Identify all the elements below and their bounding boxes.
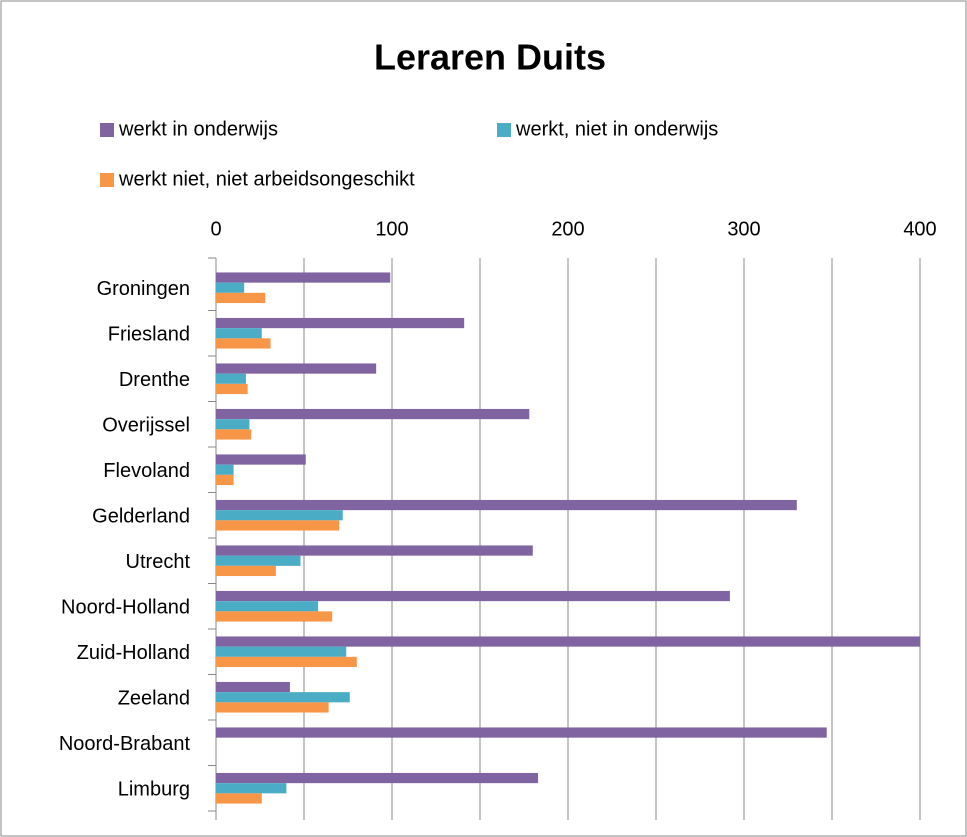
bar: [216, 656, 357, 668]
bar: [216, 601, 319, 612]
bar: [216, 474, 234, 486]
legend-swatch: [497, 123, 511, 137]
legend-label: werkt, niet in onderwijs: [515, 118, 718, 140]
bar: [216, 590, 730, 602]
x-tick-label: 300: [727, 218, 760, 240]
x-tick-label: 200: [551, 218, 584, 240]
y-tick-label: Zeeland: [118, 688, 190, 710]
x-tick-label: 400: [903, 218, 936, 240]
y-tick-label: Gelderland: [92, 506, 190, 528]
bar: [216, 373, 246, 384]
y-tick-label: Utrecht: [126, 551, 191, 573]
bar: [216, 383, 248, 395]
y-tick-label: Zuid-Holland: [77, 642, 190, 664]
bar: [216, 545, 533, 556]
bar: [216, 611, 333, 622]
bar: [216, 692, 350, 703]
bar: [216, 429, 252, 440]
x-tick-label: 100: [375, 218, 408, 240]
y-tick-label: Flevoland: [103, 460, 190, 482]
bar: [216, 646, 347, 657]
bar: [216, 282, 245, 293]
bar: [216, 727, 827, 738]
bar: [216, 272, 391, 283]
bar: [216, 464, 234, 475]
bar: [216, 681, 290, 693]
y-tick-label: Groningen: [97, 278, 190, 300]
legend-swatch: [100, 173, 114, 187]
chart-title: Leraren Duits: [374, 37, 606, 78]
bar: [216, 555, 301, 566]
x-tick-label: 0: [210, 218, 221, 240]
bar: [216, 772, 539, 784]
bar: [216, 636, 920, 647]
y-tick-label: Noord-Holland: [61, 597, 190, 619]
bar: [216, 520, 340, 531]
bar: [216, 702, 329, 713]
bar: [216, 783, 287, 794]
legend-label: werkt niet, niet arbeidsongeschikt: [118, 168, 415, 190]
y-tick-label: Overijssel: [102, 415, 190, 437]
bar: [216, 565, 276, 577]
bar: [216, 793, 262, 804]
bar: [216, 317, 465, 329]
y-tick-label: Friesland: [108, 324, 190, 346]
legend-swatch: [100, 123, 114, 137]
bar: [216, 292, 266, 304]
y-tick-label: Limburg: [118, 779, 190, 801]
legend-label: werkt in onderwijs: [118, 118, 278, 140]
y-tick-label: Noord-Brabant: [59, 733, 191, 755]
bar: [216, 419, 250, 430]
y-tick-label: Drenthe: [119, 369, 190, 391]
bar: [216, 338, 271, 349]
bar: [216, 363, 377, 374]
bar: [216, 328, 262, 339]
bar: [216, 499, 797, 511]
bar: [216, 510, 343, 521]
bar: [216, 408, 530, 420]
bar: [216, 454, 306, 465]
